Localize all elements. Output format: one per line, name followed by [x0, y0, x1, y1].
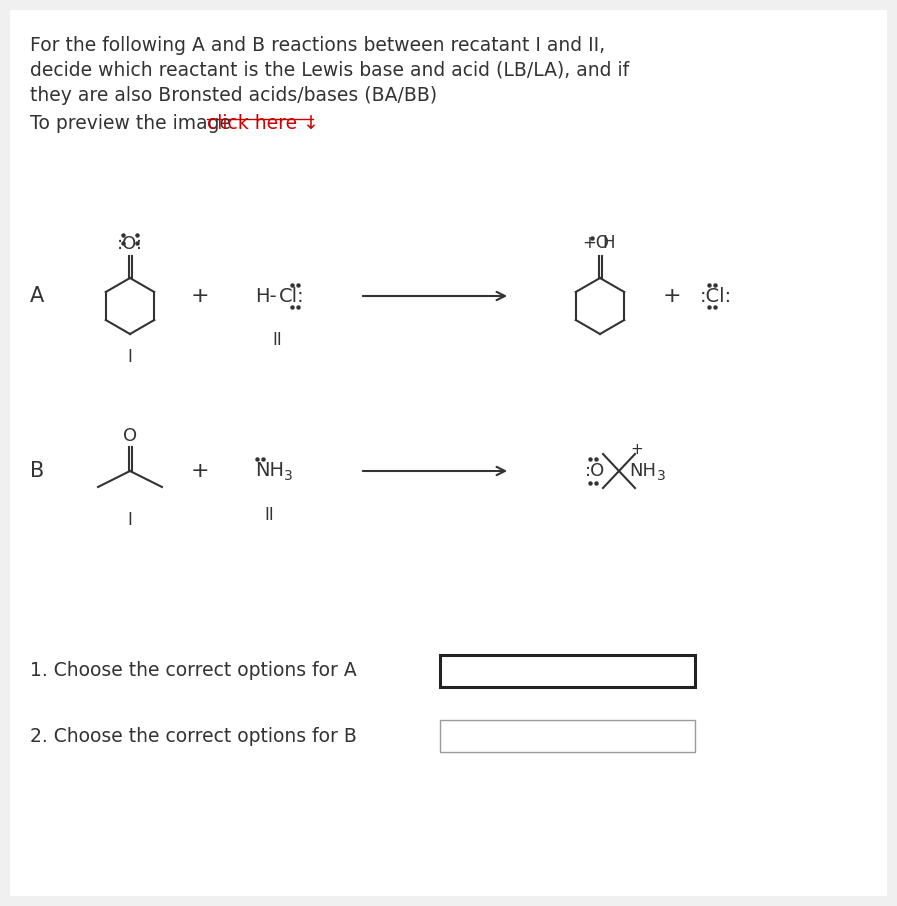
Text: ∨: ∨ — [680, 729, 690, 743]
Bar — [440, 655, 695, 687]
Text: they are also Bronsted acids/bases (BA/BB): they are also Bronsted acids/bases (BA/B… — [30, 86, 437, 105]
Text: To preview the image: To preview the image — [30, 114, 237, 133]
Text: click here ↓: click here ↓ — [207, 114, 318, 133]
Text: B: B — [30, 461, 44, 481]
Text: [ Select ]: [ Select ] — [450, 727, 525, 745]
Text: I: I — [127, 511, 133, 529]
Text: O: O — [123, 427, 137, 445]
Text: :Cl:: :Cl: — [700, 286, 732, 305]
Text: II: II — [264, 506, 274, 524]
Text: +: + — [191, 461, 209, 481]
Text: A: A — [30, 286, 44, 306]
Text: +: + — [663, 286, 682, 306]
Text: I: I — [127, 348, 133, 366]
Text: Cl:: Cl: — [279, 286, 305, 305]
Text: +O: +O — [582, 234, 609, 252]
Text: decide which reactant is the Lewis base and acid (LB/LA), and if: decide which reactant is the Lewis base … — [30, 61, 629, 80]
Text: NH: NH — [629, 462, 656, 480]
Text: 2. Choose the correct options for B: 2. Choose the correct options for B — [30, 727, 357, 746]
Text: :O: :O — [585, 462, 605, 480]
Text: 3: 3 — [284, 469, 292, 483]
Text: H: H — [602, 234, 614, 252]
Text: For the following A and B reactions between recatant I and II,: For the following A and B reactions betw… — [30, 36, 605, 55]
Text: +: + — [191, 286, 209, 306]
Text: 3: 3 — [657, 469, 666, 483]
Text: II: II — [272, 331, 282, 349]
Text: 1. Choose the correct options for A: 1. Choose the correct options for A — [30, 661, 357, 680]
Text: +: + — [631, 441, 643, 457]
Text: H-: H- — [255, 286, 276, 305]
Text: [ Select ]: [ Select ] — [450, 662, 525, 680]
Text: ∨: ∨ — [680, 664, 690, 678]
Text: :O:: :O: — [117, 235, 143, 253]
Text: NH: NH — [255, 461, 284, 480]
Bar — [440, 720, 695, 752]
